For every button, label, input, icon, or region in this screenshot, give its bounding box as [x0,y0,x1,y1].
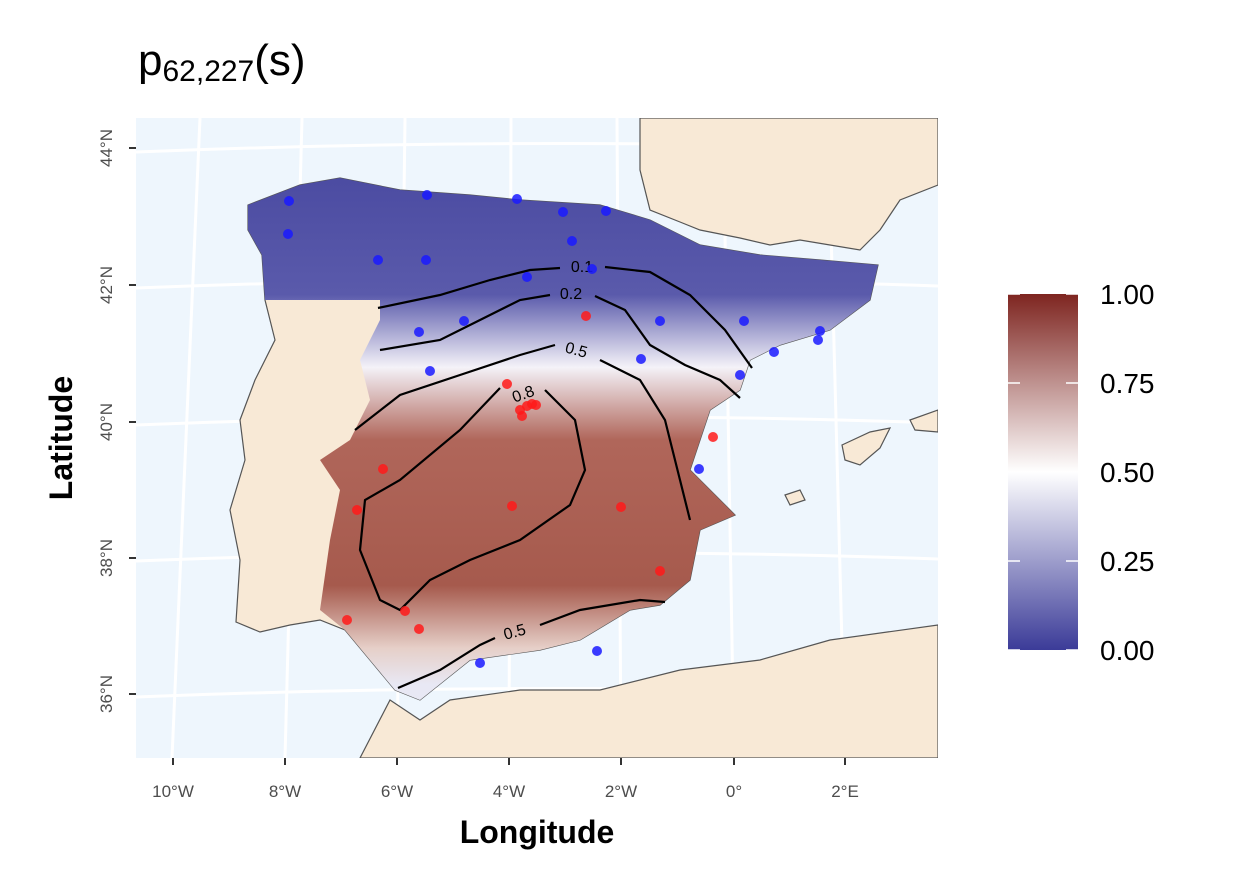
x-tick-label: 2°E [831,782,859,801]
station-dot [400,606,410,616]
x-tick-label: 4°W [493,782,525,801]
station-dot [655,566,665,576]
station-dot [581,311,591,321]
station-dot [739,316,749,326]
x-tick-label: 10°W [152,782,194,801]
station-dot [601,206,611,216]
y-tick-label: 36°N [97,675,116,713]
station-dot [815,326,825,336]
station-dot [422,190,432,200]
colorbar-label: 0.75 [1100,368,1155,399]
x-tick-label: 0° [726,782,742,801]
colorbar-ticks: 0.00 0.25 0.50 0.75 1.00 [1008,279,1155,666]
station-dot [769,347,779,357]
probability-field [248,178,878,700]
station-dot [425,366,435,376]
y-tick-label: 44°N [97,129,116,167]
station-dot [558,207,568,217]
x-tick-label: 2°W [605,782,637,801]
station-dot [735,370,745,380]
y-tick-label: 42°N [97,266,116,304]
contour-label: 0.2 [560,286,582,303]
contour-labels: 0.1 0.2 0.5 0.8 0.5 [502,259,593,644]
station-dot [655,316,665,326]
station-dot [475,658,485,668]
x-tick-label: 8°W [269,782,301,801]
station-dot [512,194,522,204]
stations [283,190,825,668]
station-dot [531,400,541,410]
station-dot [694,464,704,474]
map-panel: 0.1 0.2 0.5 0.8 0.5 [136,118,938,758]
plot-title: p62,227(s) [138,36,306,88]
contour-label: 0.1 [571,259,593,276]
station-dot [616,502,626,512]
station-dot [517,411,527,421]
y-axis-title: Latitude [43,376,79,500]
y-tick-label: 40°N [97,403,116,441]
station-dot [421,255,431,265]
station-dot [352,505,362,515]
colorbar-label: 0.50 [1100,457,1155,488]
station-dot [459,316,469,326]
station-dot [567,236,577,246]
station-dot [342,615,352,625]
colorbar-label: 0.00 [1100,635,1155,666]
colorbar-label: 1.00 [1100,279,1155,310]
y-axis: 36°N 38°N 40°N 42°N 44°N [97,129,136,713]
station-dot [587,264,597,274]
contours [354,265,753,690]
station-dot [284,196,294,206]
station-dot [522,272,532,282]
station-dot [378,464,388,474]
contour-label: 0.5 [563,340,589,362]
x-axis-title: Longitude [460,814,615,850]
y-tick-label: 38°N [97,539,116,577]
x-axis: 10°W 8°W 6°W 4°W 2°W 0° 2°E [152,758,859,801]
station-dot [414,624,424,634]
station-dot [414,327,424,337]
station-dot [708,432,718,442]
x-tick-label: 6°W [381,782,413,801]
contour-label: 0.5 [502,622,528,644]
station-dot [507,501,517,511]
station-dot [813,335,823,345]
station-dot [636,354,646,364]
station-dot [592,646,602,656]
colorbar-label: 0.25 [1100,546,1155,577]
station-dot [373,255,383,265]
station-dot [283,229,293,239]
station-dot [502,379,512,389]
